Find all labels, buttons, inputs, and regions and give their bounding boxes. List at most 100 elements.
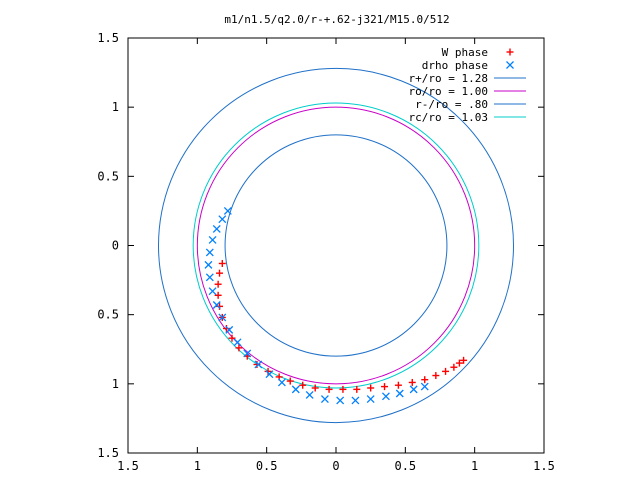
drho-phase-point-13-d2 xyxy=(254,360,263,369)
w-phase-point-8 xyxy=(235,344,243,352)
w-phase-point-15 xyxy=(311,384,319,392)
drho-phase-point-12 xyxy=(243,349,252,358)
drho-phase-point-23 xyxy=(395,389,404,398)
drho-phase-point-10-d2 xyxy=(225,325,234,334)
drho-phase-point-11-d2 xyxy=(233,338,242,347)
w-phase-point-28 xyxy=(460,356,468,364)
w-phase-point-0 xyxy=(218,259,226,267)
drho-phase-point-17-d2 xyxy=(305,390,314,399)
drho-phase-point-24-d2 xyxy=(409,385,418,394)
drho-phase-point-17 xyxy=(305,390,314,399)
legend-entry-3: ro/ro = 1.00 xyxy=(409,85,526,98)
drho-phase-point-18-d2 xyxy=(320,395,329,404)
drho-phase-point-2 xyxy=(212,224,221,233)
x-tick-label-6: 1.5 xyxy=(533,459,555,473)
drho-phase-point-3-d2 xyxy=(208,236,217,244)
w-phase-point-4 xyxy=(216,302,224,310)
w-phase-point-3 xyxy=(214,291,222,299)
drho-phase-point-8 xyxy=(212,301,221,309)
circle-rc-ro-3 xyxy=(192,102,480,389)
chart-title: m1/n1.5/q2.0/r-+.62-j321/M15.0/512 xyxy=(224,13,449,26)
circle-ro-ro-1 xyxy=(196,106,476,385)
drho-phase-point-25-d2 xyxy=(420,382,429,391)
drho-phase-point-0 xyxy=(223,206,232,215)
series-w-phase xyxy=(214,259,468,393)
y-tick-label-0: 1.5 xyxy=(97,446,119,460)
drho-phase-point-23-d2 xyxy=(395,389,404,398)
legend-entry-5-label: rc/ro = 1.03 xyxy=(409,111,488,124)
w-phase-point-26 xyxy=(450,363,458,371)
y-tick-label-2: 0.5 xyxy=(97,308,119,322)
legend-entry-4: r-/ro = .80 xyxy=(415,98,526,111)
drho-phase-point-4 xyxy=(205,248,214,257)
drho-phase-point-24 xyxy=(409,385,418,394)
legend-entry-0-sample xyxy=(506,48,514,56)
y-tick-label-5: 1 xyxy=(112,100,119,114)
y-tick-label-1: 1 xyxy=(112,377,119,391)
w-phase-point-21 xyxy=(394,381,402,389)
circle-r-ro-0 xyxy=(158,67,514,424)
w-phase-point-20 xyxy=(381,383,389,391)
w-phase-point-24 xyxy=(432,372,440,380)
drho-phase-point-1-d2 xyxy=(218,215,227,224)
legend-entry-3-label: ro/ro = 1.00 xyxy=(409,85,488,98)
series-layer xyxy=(204,206,468,405)
drho-phase-point-11 xyxy=(233,338,242,347)
drho-phase-point-15 xyxy=(277,378,286,387)
x-tick-label-2: 0.5 xyxy=(256,459,278,473)
drho-phase-point-13 xyxy=(254,360,263,369)
circle-r-ro-2 xyxy=(224,134,448,357)
drho-phase-point-5 xyxy=(204,260,213,269)
w-phase-point-11 xyxy=(264,367,272,375)
drho-phase-point-19-d2 xyxy=(336,396,345,405)
drho-phase-point-25 xyxy=(420,382,429,391)
drho-phase-point-22 xyxy=(381,392,390,401)
legend-entry-2-label: r+/ro = 1.28 xyxy=(409,72,488,85)
drho-phase-point-14-d2 xyxy=(265,370,274,379)
drho-phase-point-9-d2 xyxy=(218,313,227,322)
x-tick-label-4: 0.5 xyxy=(394,459,416,473)
w-phase-point-2 xyxy=(214,280,222,288)
ticks-layer: 1.5 1 0.5 0 0.5 1 1.51.510.500.511.5 xyxy=(97,31,555,473)
legend-entry-1-sample-d2 xyxy=(506,61,514,69)
drho-phase-point-8-d2 xyxy=(212,301,221,309)
legend-entry-5: rc/ro = 1.03 xyxy=(409,111,526,124)
legend-entry-0-label: W phase xyxy=(442,46,488,59)
w-phase-point-6 xyxy=(222,325,230,332)
y-tick-label-3: 0 xyxy=(112,239,119,253)
drho-phase-point-5-d2 xyxy=(204,260,213,269)
drho-phase-point-22-d2 xyxy=(381,392,390,401)
drho-phase-point-7 xyxy=(208,287,217,296)
drho-phase-point-16 xyxy=(291,385,300,394)
legend-entry-0: W phase xyxy=(442,46,514,59)
drho-phase-point-2-d2 xyxy=(212,224,221,233)
drho-phase-point-12-d2 xyxy=(243,349,252,358)
drho-phase-point-21 xyxy=(366,395,375,404)
legend-entry-1-label: drho phase xyxy=(422,59,488,72)
drho-phase-point-18 xyxy=(320,395,329,404)
w-phase-point-14 xyxy=(299,381,307,389)
drho-phase-point-10 xyxy=(225,325,234,334)
drho-phase-point-21-d2 xyxy=(366,395,375,404)
w-phase-point-27 xyxy=(455,359,463,367)
drho-phase-point-20-d2 xyxy=(351,396,360,405)
circles-layer xyxy=(158,67,514,424)
w-phase-point-1 xyxy=(216,269,224,277)
w-phase-point-25 xyxy=(442,367,450,375)
drho-phase-point-6-d2 xyxy=(205,273,214,282)
w-phase-point-13 xyxy=(286,377,294,385)
drho-phase-point-1 xyxy=(218,215,227,224)
drho-phase-point-19 xyxy=(336,396,345,405)
w-phase-point-7 xyxy=(228,334,236,342)
y-tick-label-6: 1.5 xyxy=(97,31,119,45)
drho-phase-point-0-d2 xyxy=(223,206,232,215)
drho-phase-point-20 xyxy=(351,396,360,405)
legend-entry-1: drho phase xyxy=(422,59,514,72)
drho-phase-point-6 xyxy=(205,273,214,282)
w-phase-point-16 xyxy=(325,385,333,393)
legend-entry-2: r+/ro = 1.28 xyxy=(409,72,526,85)
w-phase-point-10 xyxy=(253,360,261,368)
drho-phase-point-16-d2 xyxy=(291,385,300,394)
x-tick-label-0: 1.5 xyxy=(117,459,139,473)
